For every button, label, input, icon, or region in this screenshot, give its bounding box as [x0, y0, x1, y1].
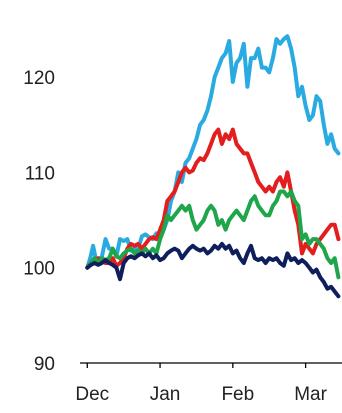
series-line-4 — [85, 241, 341, 299]
y-tick-label: 100 — [23, 259, 55, 280]
x-tick-label: Dec — [75, 384, 109, 405]
series-line-1 — [85, 34, 341, 270]
series-line-2 — [85, 127, 341, 270]
x-tick-label: Feb — [221, 384, 254, 405]
y-tick-label: 90 — [34, 354, 55, 375]
x-tick-label: Mar — [294, 384, 327, 405]
y-tick-label: 110 — [25, 163, 55, 184]
y-tick-label: 120 — [23, 68, 55, 89]
series-line-3 — [85, 189, 341, 280]
x-tick-label: Jan — [150, 384, 181, 405]
x-axis-ticks: Dec Jan Feb Mar — [75, 363, 328, 405]
y-axis-tick-labels: 90 100 110 120 — [23, 68, 55, 375]
series-lines — [85, 34, 341, 299]
